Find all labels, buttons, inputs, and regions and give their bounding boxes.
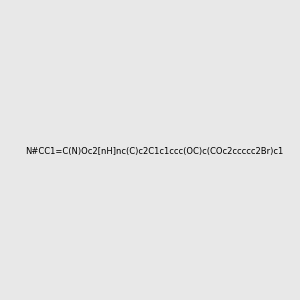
Text: N#CC1=C(N)Oc2[nH]nc(C)c2C1c1ccc(OC)c(COc2ccccc2Br)c1: N#CC1=C(N)Oc2[nH]nc(C)c2C1c1ccc(OC)c(COc…	[25, 147, 283, 156]
